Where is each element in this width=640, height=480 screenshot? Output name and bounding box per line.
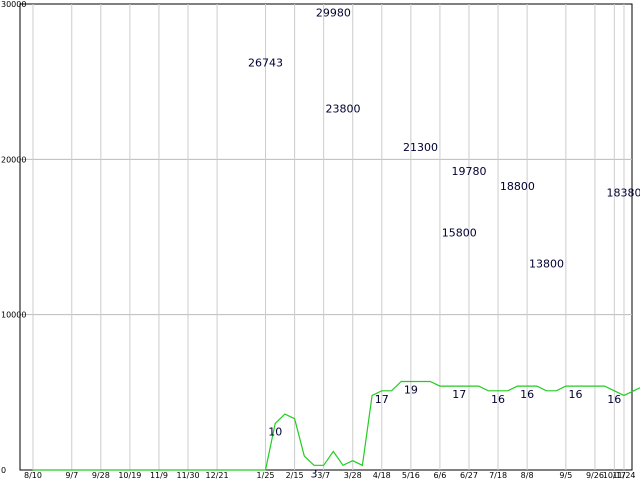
data-label: 16: [607, 393, 621, 406]
data-labels: 26743 29980 23800 21300 15800 19780 18800 13800…: [248, 6, 640, 480]
x-tick-label: 3/7: [317, 471, 330, 480]
x-tick-label: 12/21: [206, 471, 229, 480]
y-tick-label: 0: [1, 466, 6, 475]
data-label: 17: [375, 393, 389, 406]
x-tick-label: 9/28: [92, 471, 110, 480]
data-label: 18380: [607, 186, 640, 199]
x-tick-label: 9/7: [65, 471, 78, 480]
x-tick-label: 10/19: [118, 471, 141, 480]
x-tick-label: 5/16: [402, 471, 420, 480]
y-tick-label: 10000: [1, 311, 26, 320]
data-label: 23800: [326, 102, 361, 115]
data-label: 26743: [248, 57, 283, 70]
data-label: 19: [404, 383, 418, 396]
plot-area: [19, 3, 633, 471]
x-tick-label: 11/30: [176, 471, 199, 480]
data-label: 16: [520, 388, 534, 401]
x-tick-label: 8/8: [521, 471, 534, 480]
x-tick-label: 6/27: [460, 471, 478, 480]
x-tick-label: 6/6: [433, 471, 446, 480]
x-tick-label: 10/17: [603, 471, 626, 480]
x-tick-label: 7/18: [489, 471, 507, 480]
data-label: 17: [452, 388, 466, 401]
data-label: 15800: [442, 227, 477, 240]
x-tick-label: 3/28: [344, 471, 362, 480]
y-tick-label: 30000: [1, 0, 26, 9]
x-tick-label: 11/9: [150, 471, 168, 480]
data-label: 13800: [529, 258, 564, 271]
data-label: 29980: [316, 6, 351, 19]
x-tick-label: 1/25: [257, 471, 275, 480]
series-line-3: [33, 380, 640, 471]
data-label: 19780: [451, 165, 486, 178]
data-label: 18800: [500, 180, 535, 193]
data-label: 16: [569, 388, 583, 401]
data-label: 16: [491, 393, 505, 406]
x-tick-label: 8/10: [24, 471, 42, 480]
series-layer: [33, 380, 640, 471]
x-tick-label: 4/18: [373, 471, 391, 480]
x-tick-label: 2/15: [286, 471, 304, 480]
data-label: 3: [310, 467, 317, 480]
data-label: 10: [268, 425, 282, 438]
data-label: 21300: [403, 141, 438, 154]
x-tick-label: 11/24: [612, 471, 635, 480]
x-tick-label: 9/5: [559, 471, 572, 480]
y-tick-label: 20000: [1, 155, 26, 164]
x-tick-label: 9/26: [586, 471, 604, 480]
grid: [20, 4, 632, 470]
